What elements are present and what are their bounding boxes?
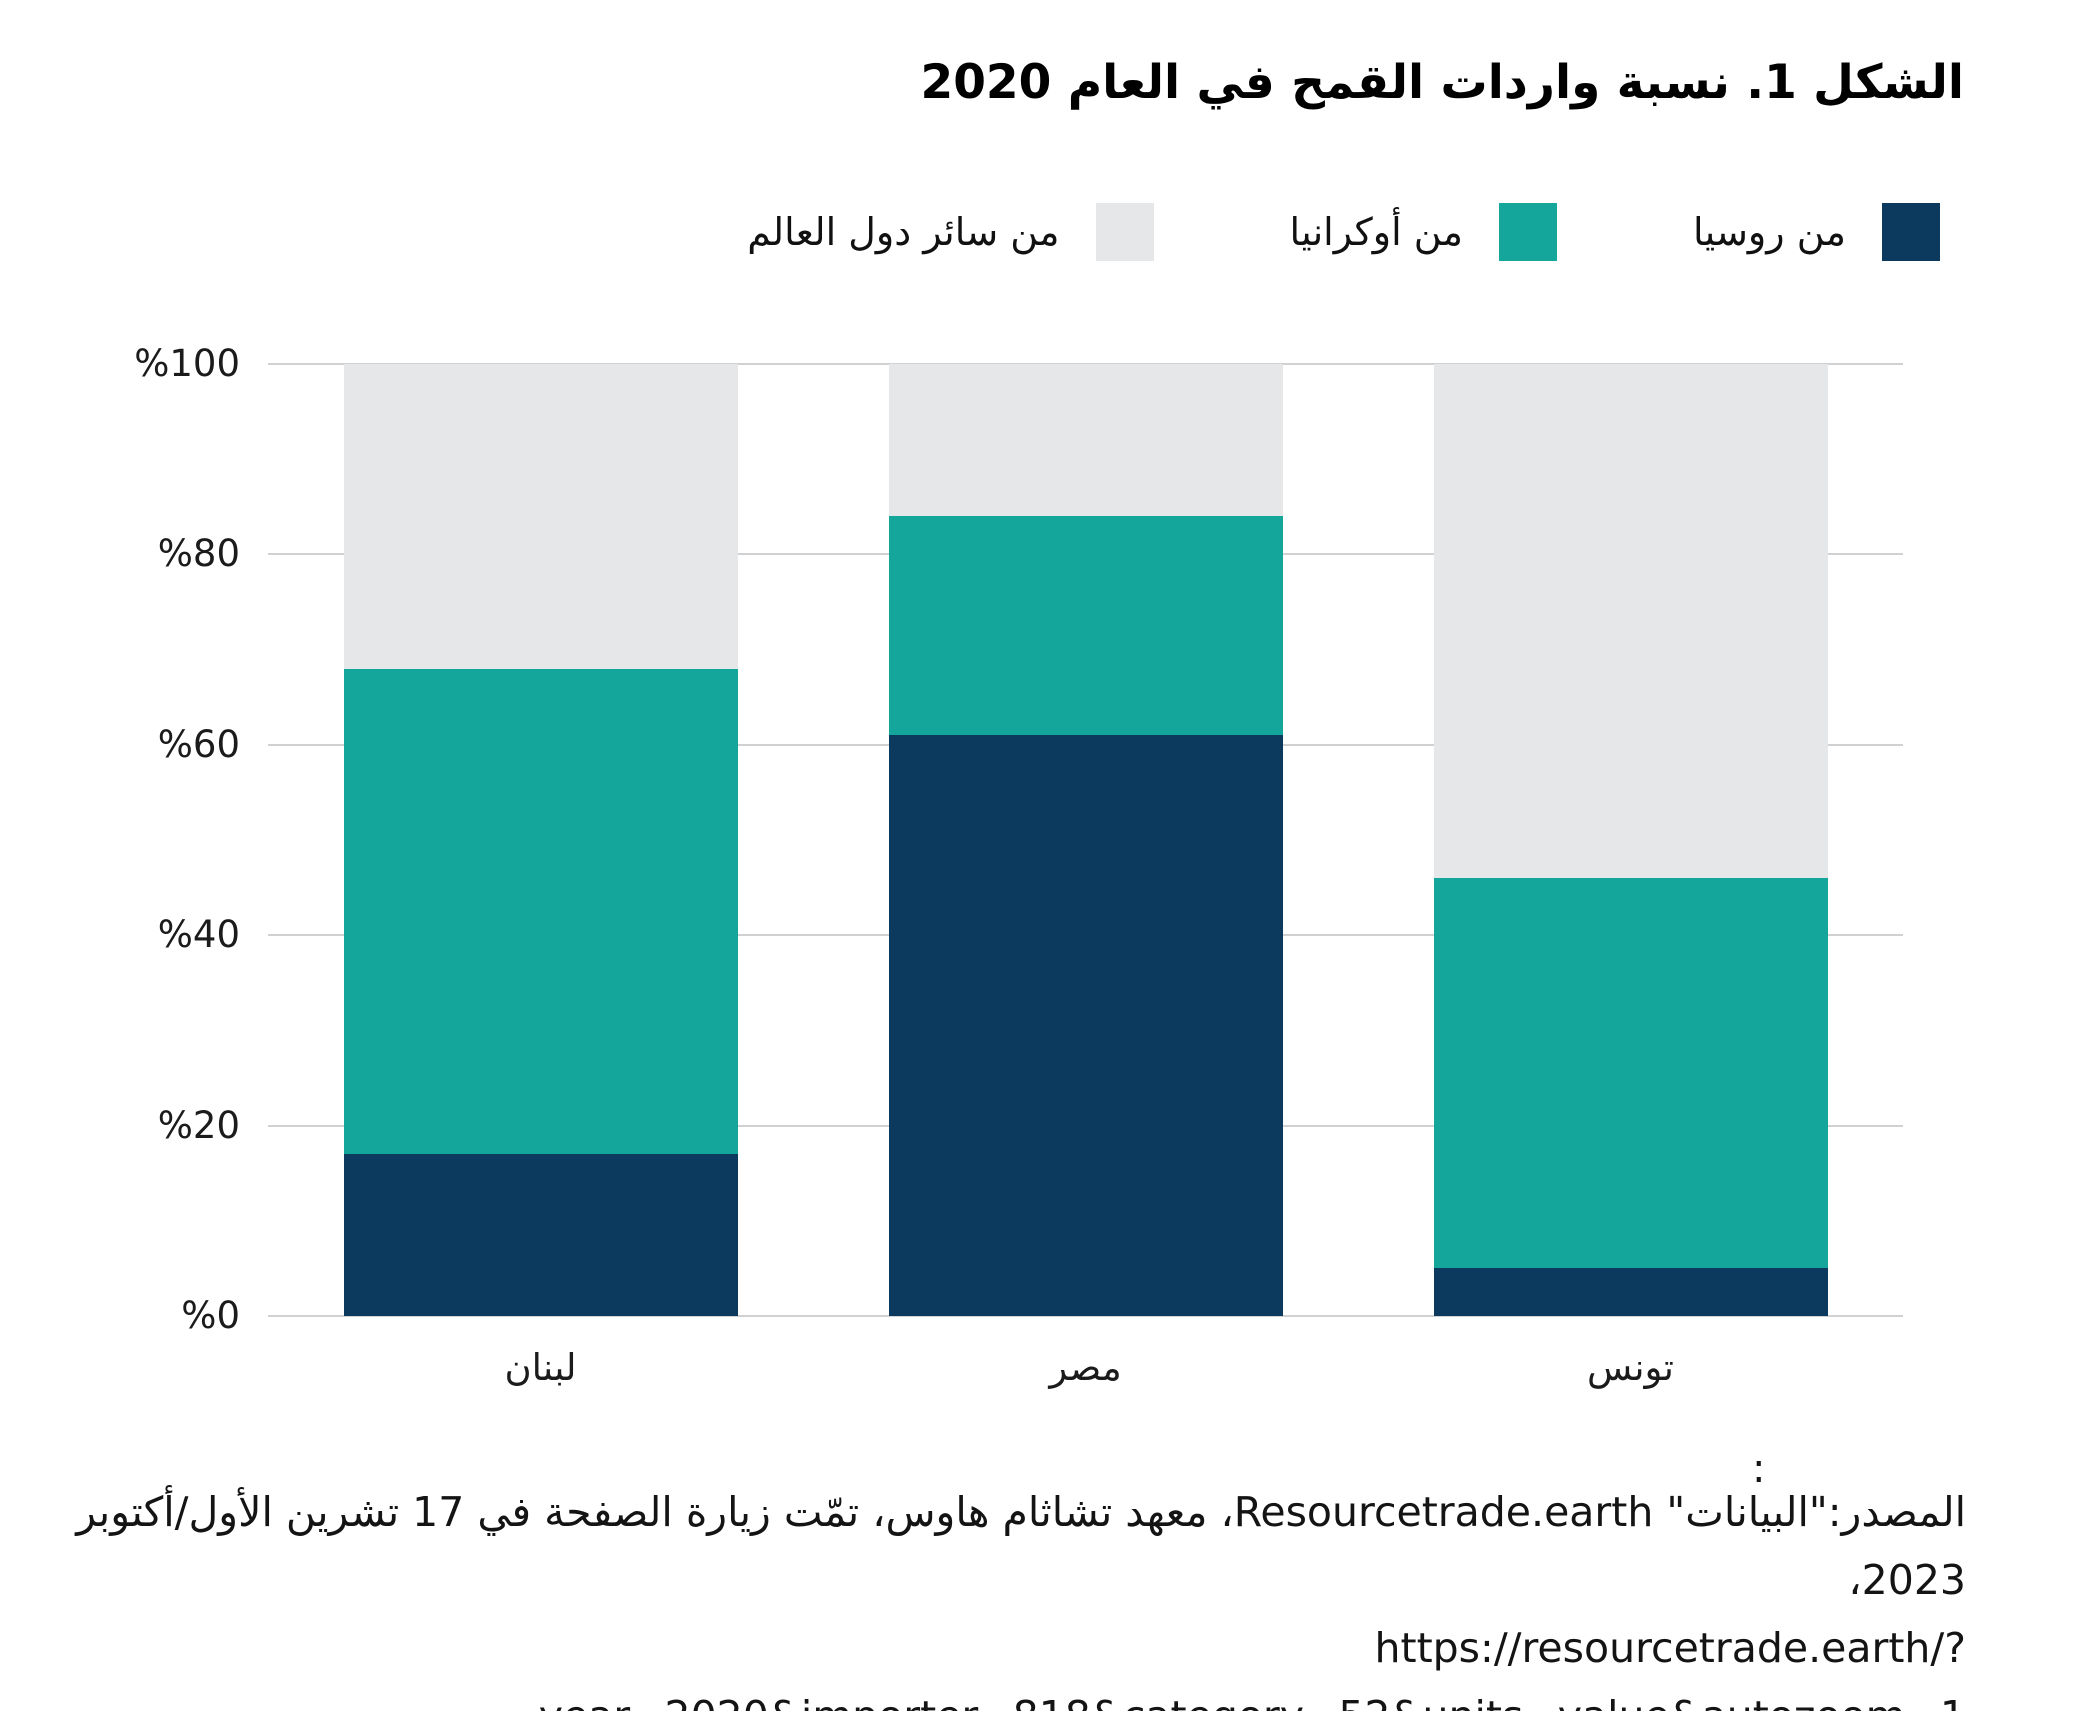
bar-1 bbox=[343, 364, 738, 1316]
bar-segment-rest bbox=[343, 364, 738, 669]
source-note: المصدر:"البيانات" Resourcetrade.earth، م… bbox=[0, 1478, 1966, 1711]
legend-item-rest: من سائر دول العالم bbox=[747, 203, 1154, 261]
x-axis-label: تونس bbox=[1587, 1346, 1674, 1389]
legend-swatch-icon bbox=[1882, 203, 1940, 261]
gridline bbox=[268, 363, 1903, 365]
legend-label: من سائر دول العالم bbox=[747, 210, 1060, 254]
y-axis-tick-label: %0 bbox=[181, 1294, 240, 1337]
y-axis: %100 %80 %60 %40 %20 %0 bbox=[0, 342, 240, 1337]
bar-segment-russia bbox=[343, 1154, 738, 1316]
bar-2 bbox=[888, 364, 1283, 1316]
y-axis-tick-label: %100 bbox=[134, 342, 240, 385]
source-line: المصدر:"البيانات" Resourcetrade.earth، م… bbox=[76, 1488, 1966, 1604]
x-axis-label: مصر bbox=[1049, 1346, 1122, 1389]
y-axis-tick-label: %80 bbox=[157, 532, 240, 576]
bar-segment-russia bbox=[888, 735, 1283, 1316]
x-axis-label: لبنان bbox=[504, 1346, 577, 1389]
chart-title: الشكل 1. نسبة واردات القمح في العام 2020 bbox=[920, 55, 1964, 110]
source-url: https://resourcetrade.earth/?year=2020&i… bbox=[539, 1624, 1966, 1711]
chart-legend: من روسيا من أوكرانيا من سائر دول العالم bbox=[747, 203, 1940, 261]
y-axis-tick-label: %20 bbox=[157, 1103, 240, 1147]
legend-item-russia: من روسيا bbox=[1693, 203, 1940, 261]
y-axis-tick-label: %60 bbox=[157, 722, 240, 766]
legend-label: من روسيا bbox=[1693, 210, 1846, 254]
gridline bbox=[268, 1315, 1903, 1317]
bar-segment-rest bbox=[888, 364, 1283, 517]
bar-segment-rest bbox=[1433, 364, 1828, 879]
stray-colon-text: : bbox=[1752, 1446, 1766, 1492]
legend-item-ukraine: من أوكرانيا bbox=[1290, 203, 1558, 261]
y-axis-tick-label: %40 bbox=[157, 913, 240, 957]
plot-area bbox=[268, 363, 1903, 1317]
x-axis: لبنان مصر تونس bbox=[268, 1346, 1903, 1416]
legend-label: من أوكرانيا bbox=[1289, 210, 1464, 254]
bar-segment-ukraine bbox=[343, 668, 738, 1155]
legend-swatch-icon bbox=[1095, 203, 1154, 261]
bar-3 bbox=[1433, 364, 1828, 1316]
bar-segment-ukraine bbox=[888, 516, 1283, 736]
bar-segment-russia bbox=[1433, 1268, 1828, 1316]
legend-swatch-icon bbox=[1499, 203, 1558, 261]
bar-segment-ukraine bbox=[1433, 878, 1828, 1269]
